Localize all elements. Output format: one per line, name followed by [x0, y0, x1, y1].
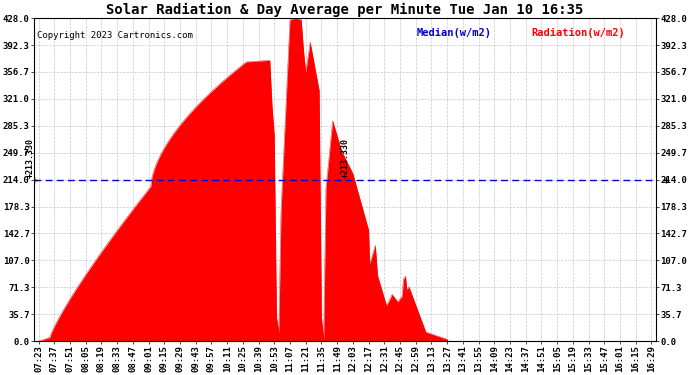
Text: Copyright 2023 Cartronics.com: Copyright 2023 Cartronics.com [37, 31, 193, 40]
Text: Radiation(w/m2): Radiation(w/m2) [532, 28, 625, 38]
Text: Median(w/m2): Median(w/m2) [417, 28, 491, 38]
Text: +213.330: +213.330 [26, 138, 35, 178]
Title: Solar Radiation & Day Average per Minute Tue Jan 10 16:35: Solar Radiation & Day Average per Minute… [106, 3, 584, 17]
Text: +213.330: +213.330 [340, 138, 350, 178]
